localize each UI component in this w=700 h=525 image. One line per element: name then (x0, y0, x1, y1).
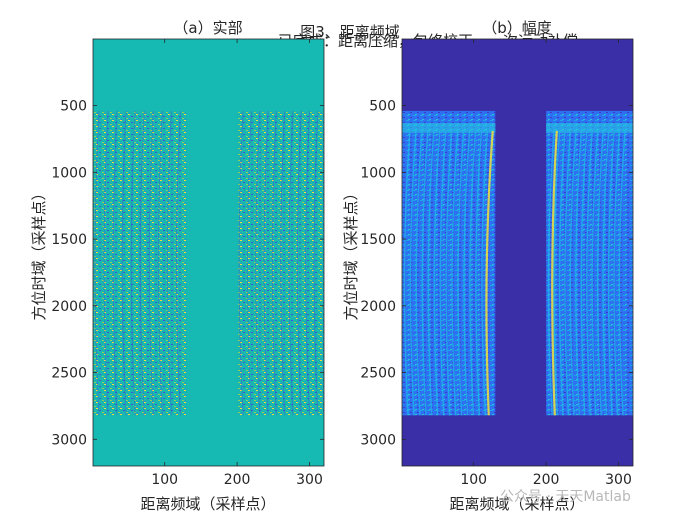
axes-frame (401, 38, 634, 467)
fringe-line (613, 130, 621, 416)
fringe-line (313, 110, 319, 416)
fringe-line (451, 130, 459, 416)
fringe-line (157, 110, 163, 416)
fringe-line (263, 110, 269, 416)
fringe-line (618, 130, 626, 416)
y-tick-label: 2500 (51, 366, 87, 382)
fringe-line (475, 130, 483, 416)
bright-target-line (551, 130, 558, 416)
watermark-text: 公众号 · 天天Matlab (500, 489, 631, 505)
fringe-line (547, 130, 555, 416)
fringe-line (255, 110, 261, 416)
subplot-real: （a）实部 100 200 300 500 1000 1500 2000 2500 3000 距… (30, 19, 325, 513)
fringe-line (112, 110, 118, 416)
fringe-line (457, 130, 465, 416)
fringe-line (238, 110, 244, 416)
fringe-line (596, 130, 604, 416)
bright-target-line (485, 130, 494, 416)
y-tick-label: 1500 (51, 232, 87, 248)
signal-band-left (93, 110, 187, 416)
fringe-line (271, 110, 277, 416)
fringe-line (445, 130, 453, 416)
x-tick-label: 200 (224, 472, 251, 488)
x-tick-label: 300 (296, 472, 323, 488)
fringe-line (481, 130, 489, 416)
fringe-line (607, 130, 615, 416)
fringe-line (421, 130, 429, 416)
signal-band-right (237, 110, 324, 416)
y-tick-label: 1000 (360, 165, 396, 181)
fringe-line (433, 130, 441, 416)
fringe-line (439, 130, 447, 416)
fringe-line (463, 130, 471, 416)
subplot-real-title: （a）实部 (173, 19, 242, 37)
subplot-real-ylabel: 方位时域（采样点） (30, 185, 48, 320)
subplot-amplitude: （b）幅度 100 200 300 500 1000 1500 2000 2500 3000 距… (342, 19, 634, 513)
fringe-line (558, 130, 566, 416)
fringe-line (403, 130, 411, 416)
fringe-line (296, 110, 302, 416)
y-tick-label: 1000 (51, 165, 87, 181)
suptitle-line1: 图3、距离频域 (300, 23, 400, 41)
fringe-line (575, 130, 583, 416)
y-tick-label: 3000 (51, 432, 87, 448)
top-edge-strip (546, 122, 633, 133)
y-tick-label: 3000 (360, 432, 396, 448)
fringe-line (139, 110, 145, 416)
fringe-line (469, 130, 477, 416)
fringe-line (564, 130, 572, 416)
fringe-line (280, 110, 286, 416)
axes-amplitude: 100 200 300 500 1000 1500 2000 2500 3000 (360, 38, 634, 488)
subplot-amplitude-xlabel: 距离频域（采样点） (449, 495, 584, 513)
y-tick-label: 2000 (51, 299, 87, 315)
x-tick-label: 300 (605, 472, 632, 488)
fringe-line (427, 130, 435, 416)
fringe-line (415, 130, 423, 416)
fringe-line (409, 130, 417, 416)
x-tick-label: 200 (533, 472, 560, 488)
fringe-line (569, 130, 577, 416)
fringe-line (130, 110, 136, 416)
fringe-line (586, 130, 593, 416)
fringe-line (148, 110, 154, 416)
fringe-line (94, 110, 100, 416)
fringe-line (553, 130, 561, 416)
fringe-line (305, 110, 311, 416)
subplot-amplitude-title: （b）幅度 (482, 19, 552, 37)
x-tick-label: 100 (151, 472, 178, 488)
fringe-line (121, 110, 127, 416)
fringe-line (288, 110, 294, 416)
y-tick-label: 500 (369, 99, 396, 115)
y-tick-label: 1500 (360, 232, 396, 248)
axes-real: 100 200 300 500 1000 1500 2000 2500 3000 (51, 38, 325, 488)
plot-area-real (93, 39, 324, 466)
subplot-amplitude-ylabel: 方位时域（采样点） (342, 185, 360, 320)
fringe-line (103, 110, 109, 416)
fringe-line (602, 130, 610, 416)
fringe-line (246, 110, 252, 416)
fringe-line (175, 110, 181, 416)
fringe-line (166, 110, 172, 416)
y-tick-label: 2500 (360, 366, 396, 382)
plot-area-amplitude (402, 39, 633, 466)
gap-column (495, 110, 547, 416)
axes-frame (92, 38, 325, 467)
fringe-line (591, 130, 599, 416)
subplot-real-xlabel: 距离频域（采样点） (140, 495, 275, 513)
fringe-line (580, 130, 588, 416)
top-edge-strip (402, 122, 496, 133)
y-tick-label: 500 (60, 99, 87, 115)
x-tick-label: 100 (460, 472, 487, 488)
y-tick-label: 2000 (360, 299, 396, 315)
